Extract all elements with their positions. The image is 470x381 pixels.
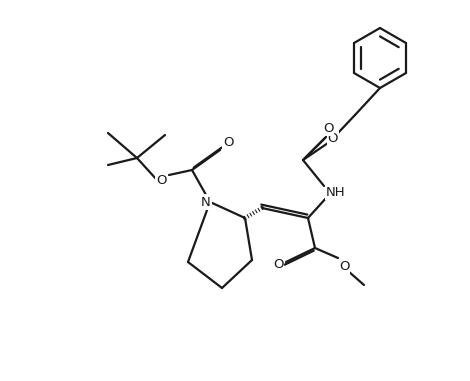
Text: O: O <box>323 122 333 134</box>
Text: N: N <box>201 195 211 208</box>
Text: O: O <box>273 258 283 272</box>
Text: NH: NH <box>326 186 346 199</box>
Text: O: O <box>223 136 233 149</box>
Text: O: O <box>328 131 338 144</box>
Text: O: O <box>156 173 166 187</box>
Text: O: O <box>339 261 349 274</box>
